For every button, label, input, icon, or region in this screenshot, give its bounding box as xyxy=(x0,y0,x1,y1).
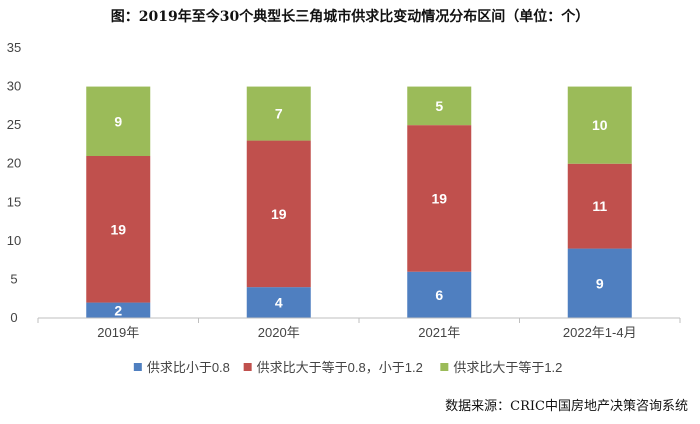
bar-segment-3-4 xyxy=(567,86,632,164)
y-tick-label: 30 xyxy=(7,79,21,94)
legend-swatch-3 xyxy=(440,363,449,371)
y-tick-label: 10 xyxy=(7,233,21,248)
y-tick-label: 25 xyxy=(7,117,21,132)
x-tick-label: 2020年 xyxy=(258,325,300,340)
x-axis-ticks: 2019年 2020年 2021年 2022年1-4月 xyxy=(37,318,681,340)
chart-title: 图：2019年至今30个典型长三角城市供求比变动情况分布区间（单位：个） xyxy=(110,9,590,25)
bar-segment-1-2 xyxy=(246,287,311,318)
data-label: 11 xyxy=(592,198,607,214)
x-tick-label: 2022年1-4月 xyxy=(563,325,637,340)
bar-segment-2-2 xyxy=(246,140,311,288)
bar-labels: 2 19 9 4 19 7 6 19 5 9 11 10 xyxy=(110,98,607,318)
bar-segment-3-1 xyxy=(86,86,151,156)
legend-swatch-1 xyxy=(133,363,142,371)
legend-label-2: 供求比大于等于0.8，小于1.2 xyxy=(257,360,423,375)
y-tick-label: 35 xyxy=(7,40,21,55)
y-axis-ticks: 0 5 10 15 20 25 30 35 xyxy=(7,40,21,325)
legend-label-3: 供求比大于等于1.2 xyxy=(453,360,562,375)
x-tick-label: 2019年 xyxy=(97,325,139,340)
bar-segment-3-2 xyxy=(246,86,311,141)
y-tick-label: 15 xyxy=(7,194,21,209)
data-label: 10 xyxy=(592,117,608,133)
bar-segment-1-4 xyxy=(567,248,632,318)
bar-segment-2-4 xyxy=(567,163,632,249)
source-note: 数据来源：CRIC中国房地产决策咨询系统 xyxy=(445,399,688,414)
bars xyxy=(86,86,632,318)
y-tick-label: 5 xyxy=(10,271,17,286)
data-label: 19 xyxy=(431,190,447,206)
bar-segment-1-3 xyxy=(407,271,472,318)
data-label: 6 xyxy=(435,287,443,303)
bar-segment-2-1 xyxy=(86,156,151,303)
data-label: 2 xyxy=(114,302,122,318)
legend-label-1: 供求比小于0.8 xyxy=(147,360,230,375)
y-tick-label: 20 xyxy=(7,156,21,171)
legend-swatch-2 xyxy=(243,363,252,371)
bar-segment-1-1 xyxy=(86,302,151,318)
x-tick-label: 2021年 xyxy=(418,325,460,340)
data-label: 19 xyxy=(271,206,287,222)
bar-segment-3-3 xyxy=(407,86,472,126)
data-label: 7 xyxy=(275,106,283,122)
bar-segment-2-3 xyxy=(407,125,472,272)
legend: 供求比小于0.8 供求比大于等于0.8，小于1.2 供求比大于等于1.2 xyxy=(133,360,562,375)
y-tick-label: 0 xyxy=(10,310,17,325)
data-label: 9 xyxy=(596,275,604,291)
data-label: 4 xyxy=(275,295,283,311)
data-label: 5 xyxy=(435,98,443,114)
data-label: 9 xyxy=(114,113,122,129)
data-label: 19 xyxy=(110,221,126,237)
